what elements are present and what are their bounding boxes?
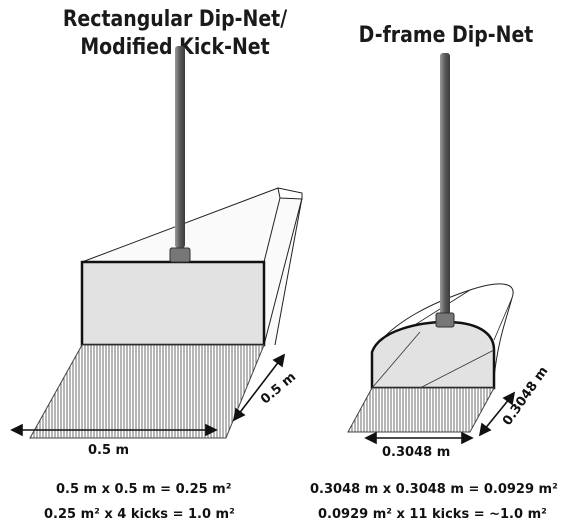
dframe-net-drawing <box>347 53 516 445</box>
rect-net-frame <box>80 260 266 347</box>
rectangular-net-title-line2: Modified Kick-Net <box>80 35 270 60</box>
rect-net-pole <box>175 46 185 248</box>
rect-width-label: 0.5 m <box>88 443 130 458</box>
dframe-net-sample-area <box>347 387 495 433</box>
dframe-area-formula: 0.3048 m x 0.3048 m = 0.0929 m² <box>310 482 558 497</box>
rectangular-net-title: Rectangular Dip-Net/ Modified Kick-Net <box>59 6 291 62</box>
rect-width-arrow <box>10 423 218 437</box>
dframe-net-pole <box>440 53 450 315</box>
dframe-depth-arrow <box>478 391 516 437</box>
rect-depth-arrow <box>232 353 286 422</box>
rect-total-formula: 0.25 m² x 4 kicks = 1.0 m² <box>44 507 235 522</box>
dframe-width-label: 0.3048 m <box>382 445 451 460</box>
rect-net-sample-area <box>29 344 265 439</box>
dframe-net-title: D-frame Dip-Net <box>358 23 534 48</box>
dframe-net-pole-collar <box>435 312 455 328</box>
rectangular-net-drawing <box>10 46 303 439</box>
dframe-width-arrow <box>364 431 474 445</box>
rectangular-net-title-line1: Rectangular Dip-Net/ <box>62 7 288 32</box>
rect-net-bag-end <box>277 187 303 200</box>
dframe-total-formula: 0.0929 m² x 11 kicks = ~1.0 m² <box>318 507 547 522</box>
rect-area-formula: 0.5 m x 0.5 m = 0.25 m² <box>56 482 232 497</box>
rect-net-pole-collar <box>169 247 191 263</box>
